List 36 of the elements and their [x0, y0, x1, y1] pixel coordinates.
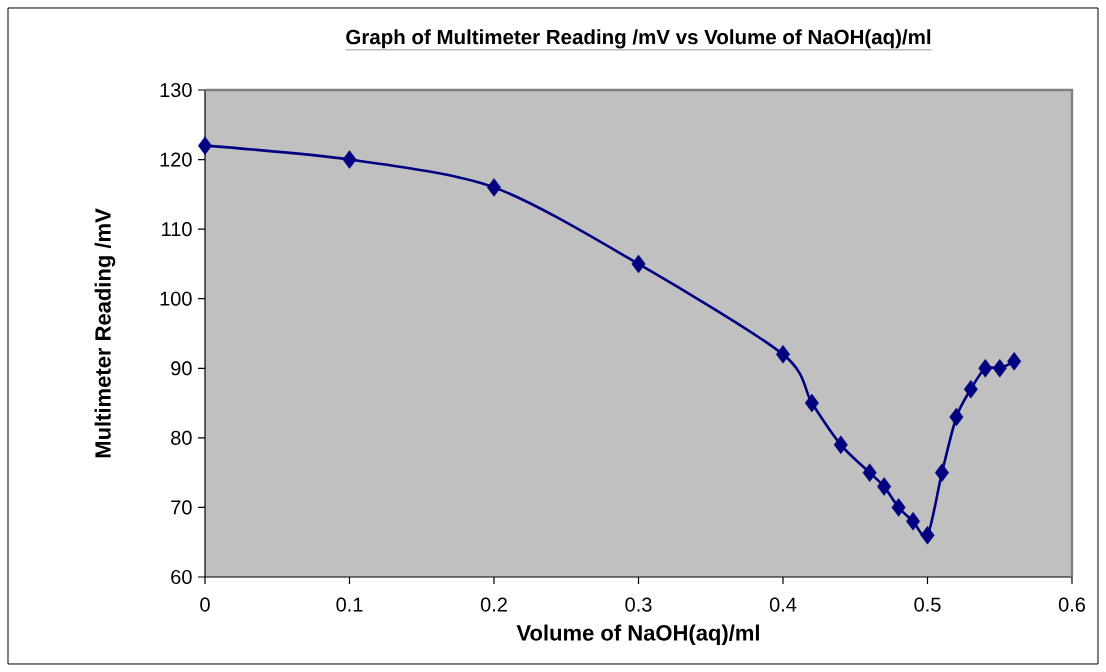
- point: [862, 463, 877, 482]
- x-axis-title: Volume of NaOH(aq)/ml: [516, 624, 759, 646]
- point: [934, 463, 949, 482]
- point: [776, 345, 790, 364]
- y-tick-label: 100: [160, 291, 192, 306]
- y-tick-label: 70: [171, 500, 192, 515]
- y-tick-label: 110: [162, 222, 192, 237]
- y-tick-label: 130: [160, 82, 192, 98]
- point: [992, 359, 1007, 378]
- point: [804, 393, 819, 413]
- x-tick-label: 0: [200, 597, 210, 612]
- point: [949, 407, 964, 427]
- y-tick-label: 80: [171, 430, 192, 445]
- point: [342, 150, 357, 169]
- point: [487, 178, 501, 197]
- x-tick-label: 0.3: [625, 597, 652, 612]
- x-tick-label: 0.2: [480, 597, 507, 612]
- point: [631, 254, 646, 274]
- point: [963, 379, 978, 399]
- point: [833, 435, 848, 455]
- y-tick-label: 60: [171, 569, 192, 585]
- point: [891, 498, 906, 517]
- y-tick-label: 90: [171, 361, 192, 376]
- point: [978, 359, 993, 378]
- y-tick-label: 120: [160, 152, 192, 167]
- x-tick-label: 0.1: [336, 597, 363, 612]
- point: [906, 512, 921, 531]
- point: [198, 136, 213, 155]
- x-tick-label: 0.4: [769, 597, 797, 612]
- chart-title: Graph of Multimeter Reading /mV vs Volume of NaOH(aq)/ml: [346, 29, 931, 49]
- x-tick-label: 0.5: [914, 597, 941, 612]
- point: [920, 526, 935, 545]
- y-axis-title: Multimeter Reading /mV: [94, 208, 116, 458]
- point: [1007, 352, 1022, 371]
- x-tick-label: 0.6: [1058, 597, 1086, 612]
- point: [877, 477, 892, 496]
